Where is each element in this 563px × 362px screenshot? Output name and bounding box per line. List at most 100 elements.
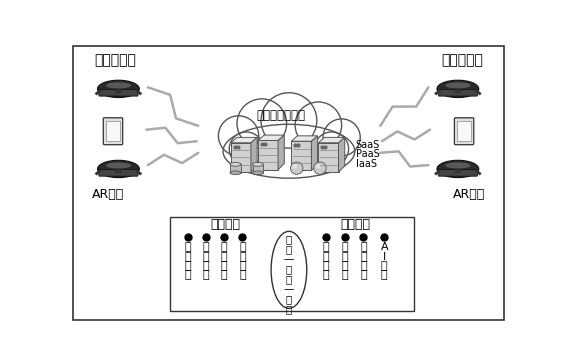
Text: 理: 理 (185, 252, 191, 262)
Polygon shape (115, 168, 122, 172)
Text: 虚: 虚 (323, 243, 329, 252)
Bar (258, 140, 278, 170)
Text: 数: 数 (341, 261, 348, 271)
Text: 感: 感 (221, 261, 227, 271)
Circle shape (323, 119, 360, 156)
FancyBboxPatch shape (454, 118, 473, 145)
Circle shape (316, 164, 320, 168)
FancyBboxPatch shape (438, 169, 477, 176)
Circle shape (295, 102, 342, 148)
Polygon shape (455, 88, 461, 92)
Text: 显: 显 (239, 261, 245, 271)
Bar (169, 217, 414, 311)
Circle shape (218, 116, 259, 156)
Polygon shape (231, 138, 257, 143)
Text: 联: 联 (221, 252, 227, 262)
Text: 专家诊断侧: 专家诊断侧 (95, 53, 136, 67)
Text: 据: 据 (360, 270, 367, 280)
Text: A: A (381, 243, 388, 252)
Circle shape (315, 132, 348, 166)
FancyBboxPatch shape (99, 169, 138, 176)
Text: 团: 团 (203, 261, 209, 271)
Ellipse shape (230, 171, 241, 175)
Text: 虚拟空间: 虚拟空间 (341, 218, 370, 231)
Ellipse shape (230, 163, 241, 166)
Text: 示: 示 (239, 270, 245, 280)
Text: 队: 队 (203, 270, 209, 280)
Bar (230, 164, 241, 173)
Text: 实: 实 (185, 261, 191, 271)
Polygon shape (251, 138, 257, 172)
Text: IaaS: IaaS (356, 159, 377, 169)
Bar (458, 121, 471, 141)
Text: 影: 影 (239, 252, 245, 262)
Circle shape (229, 132, 263, 166)
Text: 现场运维侧: 现场运维侧 (441, 53, 482, 67)
Ellipse shape (252, 163, 263, 166)
Text: 融: 融 (286, 264, 292, 274)
Polygon shape (318, 138, 345, 143)
Ellipse shape (252, 171, 263, 175)
Circle shape (293, 164, 297, 168)
Ellipse shape (271, 231, 307, 308)
Circle shape (237, 99, 287, 148)
Text: 型: 型 (381, 270, 387, 280)
Text: 准: 准 (286, 244, 292, 254)
Bar (231, 143, 251, 172)
Ellipse shape (437, 80, 479, 97)
Ellipse shape (445, 163, 471, 169)
Ellipse shape (97, 80, 140, 97)
FancyBboxPatch shape (99, 89, 138, 96)
Ellipse shape (97, 160, 140, 178)
Polygon shape (115, 88, 122, 92)
Text: 体: 体 (185, 270, 191, 280)
Text: PaaS: PaaS (356, 149, 379, 159)
Polygon shape (311, 136, 318, 171)
Text: 制: 制 (286, 304, 292, 314)
Bar (252, 164, 263, 173)
Ellipse shape (445, 83, 471, 88)
Text: 模: 模 (381, 261, 387, 271)
Ellipse shape (106, 163, 131, 169)
Text: 校: 校 (286, 234, 292, 244)
Text: 历: 历 (360, 243, 367, 252)
Text: 知: 知 (221, 270, 227, 280)
Text: 断: 断 (203, 252, 209, 262)
Text: 诊断云服务中心: 诊断云服务中心 (257, 109, 306, 122)
Text: 体: 体 (323, 270, 329, 280)
Polygon shape (291, 136, 318, 141)
Polygon shape (278, 135, 284, 170)
Ellipse shape (437, 160, 479, 178)
Text: 控: 控 (286, 294, 292, 304)
Text: 据: 据 (341, 270, 348, 280)
Text: 诊: 诊 (203, 243, 209, 252)
Bar (318, 143, 338, 172)
Text: 物理空间: 物理空间 (211, 218, 240, 231)
Text: I: I (383, 252, 386, 262)
Ellipse shape (106, 83, 131, 88)
Text: AR终端: AR终端 (453, 188, 485, 201)
Text: 物: 物 (185, 243, 191, 252)
Polygon shape (258, 135, 284, 140)
Bar (291, 141, 311, 171)
Text: 实: 实 (341, 243, 348, 252)
Text: 实: 实 (323, 261, 329, 271)
Text: —: — (284, 254, 294, 264)
Text: AR终端: AR终端 (91, 188, 124, 201)
Text: 合: 合 (286, 274, 292, 284)
Circle shape (314, 162, 326, 174)
Text: 时: 时 (341, 252, 348, 262)
Text: 数: 数 (360, 261, 367, 271)
Polygon shape (338, 138, 345, 172)
Text: —: — (284, 284, 294, 294)
Polygon shape (455, 168, 461, 172)
Circle shape (291, 162, 303, 174)
Circle shape (261, 93, 317, 148)
Text: 拟: 拟 (323, 252, 329, 262)
FancyBboxPatch shape (438, 89, 477, 96)
Bar (106, 121, 119, 141)
Ellipse shape (223, 124, 355, 178)
FancyBboxPatch shape (104, 118, 123, 145)
Text: 史: 史 (360, 252, 367, 262)
Text: 物: 物 (221, 243, 227, 252)
